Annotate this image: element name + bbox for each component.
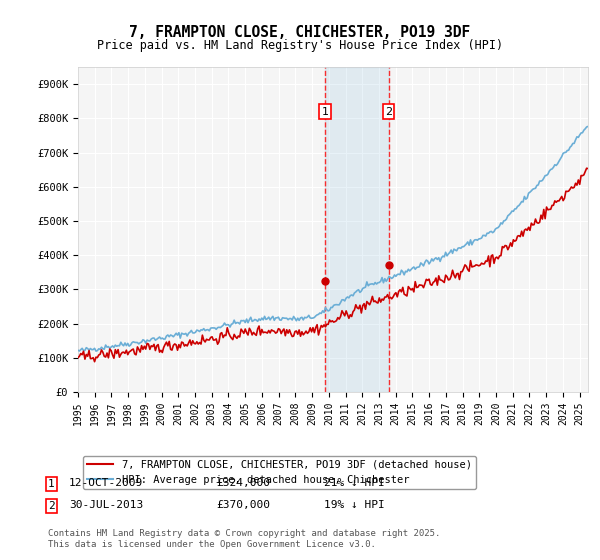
Text: 1: 1 (48, 479, 55, 489)
Bar (325, 67, 389, 392)
Text: 19% ↓ HPI: 19% ↓ HPI (324, 500, 385, 510)
Text: 1: 1 (322, 106, 329, 116)
Legend: 7, FRAMPTON CLOSE, CHICHESTER, PO19 3DF (detached house), HPI: Average price, de: 7, FRAMPTON CLOSE, CHICHESTER, PO19 3DF … (83, 456, 476, 489)
Text: £324,000: £324,000 (216, 478, 270, 488)
Text: 21% ↓ HPI: 21% ↓ HPI (324, 478, 385, 488)
Text: 2: 2 (48, 501, 55, 511)
Text: 30-JUL-2013: 30-JUL-2013 (69, 500, 143, 510)
Text: 7, FRAMPTON CLOSE, CHICHESTER, PO19 3DF: 7, FRAMPTON CLOSE, CHICHESTER, PO19 3DF (130, 25, 470, 40)
Text: 12-OCT-2009: 12-OCT-2009 (69, 478, 143, 488)
Text: Price paid vs. HM Land Registry's House Price Index (HPI): Price paid vs. HM Land Registry's House … (97, 39, 503, 52)
Text: 2: 2 (385, 106, 392, 116)
Text: £370,000: £370,000 (216, 500, 270, 510)
Text: Contains HM Land Registry data © Crown copyright and database right 2025.
This d: Contains HM Land Registry data © Crown c… (48, 529, 440, 549)
